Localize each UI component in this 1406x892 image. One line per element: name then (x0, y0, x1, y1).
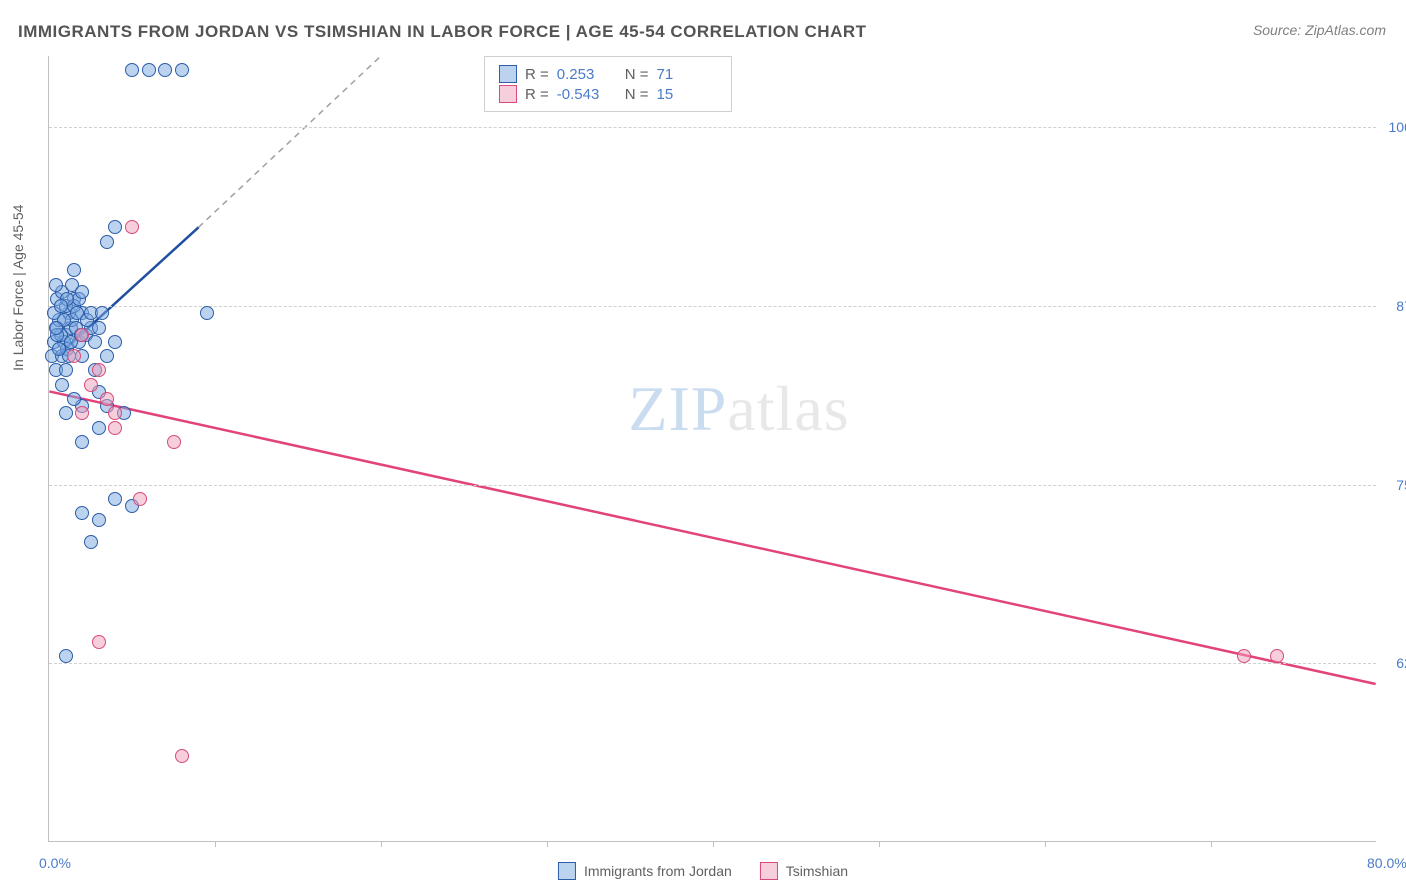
legend-label-blue: Immigrants from Jordan (584, 863, 732, 879)
xtick-mark (1045, 841, 1046, 847)
data-point (92, 513, 106, 527)
data-point (125, 63, 139, 77)
legend-swatch-blue-icon (558, 862, 576, 880)
bottom-legend: Immigrants from Jordan Tsimshian (558, 862, 848, 880)
data-point (158, 63, 172, 77)
r-label: R = (525, 66, 549, 83)
data-point (49, 278, 63, 292)
xtick-mark (879, 841, 880, 847)
data-point (100, 349, 114, 363)
ytick-label: 62.5% (1396, 655, 1406, 671)
stats-row-pink: R = -0.543 N = 15 (499, 85, 717, 103)
data-point (67, 392, 81, 406)
data-point (55, 378, 69, 392)
r-value-pink: -0.543 (557, 86, 617, 103)
data-point (84, 535, 98, 549)
n-label: N = (625, 66, 649, 83)
data-point (75, 435, 89, 449)
legend-swatch-pink-icon (760, 862, 778, 880)
source-label: Source: ZipAtlas.com (1253, 22, 1386, 38)
data-point (1270, 649, 1284, 663)
legend-item-blue: Immigrants from Jordan (558, 862, 732, 880)
data-point (108, 220, 122, 234)
data-point (133, 492, 147, 506)
data-point (92, 421, 106, 435)
data-point (200, 306, 214, 320)
data-point (100, 392, 114, 406)
data-point (175, 749, 189, 763)
data-point (59, 363, 73, 377)
data-point (75, 328, 89, 342)
watermark: ZIPatlas (628, 372, 849, 446)
gridline (49, 127, 1376, 128)
data-point (108, 406, 122, 420)
r-label-2: R = (525, 86, 549, 103)
gridline (49, 663, 1376, 664)
r-value-blue: 0.253 (557, 66, 617, 83)
data-point (92, 321, 106, 335)
data-point (59, 406, 73, 420)
data-point (84, 378, 98, 392)
ytick-label: 87.5% (1396, 298, 1406, 314)
stats-legend: R = 0.253 N = 71 R = -0.543 N = 15 (484, 56, 732, 112)
xtick-mark (547, 841, 548, 847)
ytick-label: 75.0% (1396, 477, 1406, 493)
n-label-2: N = (625, 86, 649, 103)
xtick-label: 0.0% (39, 855, 71, 871)
data-point (175, 63, 189, 77)
watermark-atlas: atlas (727, 373, 849, 444)
data-point (95, 306, 109, 320)
chart-title: IMMIGRANTS FROM JORDAN VS TSIMSHIAN IN L… (18, 22, 867, 42)
gridline (49, 306, 1376, 307)
data-point (75, 285, 89, 299)
trend-lines-svg (49, 56, 1376, 841)
data-point (49, 321, 63, 335)
xtick-mark (215, 841, 216, 847)
data-point (75, 506, 89, 520)
stats-row-blue: R = 0.253 N = 71 (499, 65, 717, 83)
gridline (49, 485, 1376, 486)
data-point (75, 406, 89, 420)
data-point (59, 649, 73, 663)
watermark-zip: ZIP (628, 373, 727, 444)
xtick-label: 80.0% (1367, 855, 1406, 871)
plot-area: ZIPatlas R = 0.253 N = 71 R = -0.543 N =… (48, 56, 1376, 842)
data-point (167, 435, 181, 449)
data-point (92, 363, 106, 377)
data-point (108, 421, 122, 435)
ytick-label: 100.0% (1389, 119, 1406, 135)
legend-item-pink: Tsimshian (760, 862, 848, 880)
data-point (142, 63, 156, 77)
chart-container: IMMIGRANTS FROM JORDAN VS TSIMSHIAN IN L… (0, 0, 1406, 892)
swatch-pink-icon (499, 85, 517, 103)
xtick-mark (1211, 841, 1212, 847)
y-axis-label: In Labor Force | Age 45-54 (10, 205, 26, 371)
n-value-blue: 71 (657, 66, 717, 83)
swatch-blue-icon (499, 65, 517, 83)
data-point (108, 335, 122, 349)
data-point (54, 299, 68, 313)
data-point (1237, 649, 1251, 663)
legend-label-pink: Tsimshian (786, 863, 848, 879)
n-value-pink: 15 (657, 86, 717, 103)
data-point (92, 635, 106, 649)
data-point (125, 220, 139, 234)
data-point (88, 335, 102, 349)
data-point (100, 235, 114, 249)
xtick-mark (381, 841, 382, 847)
data-point (67, 349, 81, 363)
xtick-mark (713, 841, 714, 847)
data-point (108, 492, 122, 506)
data-point (67, 263, 81, 277)
